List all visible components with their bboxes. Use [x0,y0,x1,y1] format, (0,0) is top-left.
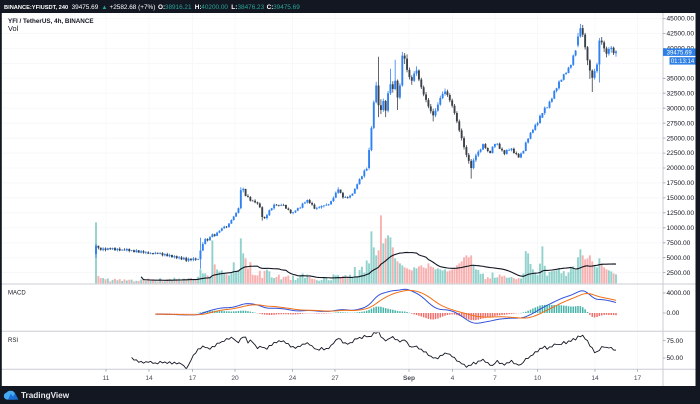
svg-text:2500.00: 2500.00 [667,270,691,277]
svg-text:11: 11 [103,375,110,382]
svg-text:TradingView: TradingView [21,391,70,400]
svg-text:39475.69: 39475.69 [273,4,300,11]
svg-text:5000.00: 5000.00 [667,255,691,262]
svg-text:7500.00: 7500.00 [667,240,691,247]
svg-text:L:: L: [231,4,237,11]
svg-text:Vol: Vol [8,24,19,33]
svg-text:+2582.68 (+7%): +2582.68 (+7%) [110,4,156,11]
svg-text:C:: C: [267,4,274,11]
svg-text:H:: H: [195,4,202,11]
svg-text:14: 14 [145,375,153,382]
svg-text:17: 17 [634,375,642,382]
svg-text:RSI: RSI [8,338,18,344]
svg-text:0.00: 0.00 [667,310,680,317]
svg-text:▲: ▲ [102,5,108,11]
svg-text:Sep: Sep [403,375,415,382]
svg-text:BINANCE:YFIUSDT, 240: BINANCE:YFIUSDT, 240 [4,5,68,11]
svg-text:27500.00: 27500.00 [667,120,695,127]
svg-text:38916.21: 38916.21 [165,4,192,11]
svg-text:15000.00: 15000.00 [667,195,695,202]
svg-text:42500.00: 42500.00 [667,31,695,38]
svg-text:45000.00: 45000.00 [667,16,695,23]
svg-text:35000.00: 35000.00 [667,76,695,83]
svg-text:17500.00: 17500.00 [667,180,695,187]
svg-text:24: 24 [289,375,297,382]
svg-text:4: 4 [451,375,455,382]
svg-text:75.00: 75.00 [667,338,684,345]
svg-text:20000.00: 20000.00 [667,165,695,172]
svg-text:30000.00: 30000.00 [667,105,695,112]
svg-text:38476.23: 38476.23 [238,4,265,11]
svg-text:27: 27 [331,375,339,382]
svg-text:39475.69: 39475.69 [667,51,693,57]
svg-text:32500.00: 32500.00 [667,91,695,98]
svg-text:22500.00: 22500.00 [667,150,695,157]
svg-text:50.00: 50.00 [667,355,684,362]
svg-text:12500.00: 12500.00 [667,210,695,217]
svg-text:YFI / TetherUS, 4h, BINANCE: YFI / TetherUS, 4h, BINANCE [8,18,94,25]
svg-text:40200.00: 40200.00 [201,4,228,11]
svg-text:O:: O: [158,4,165,11]
svg-text:20: 20 [231,375,239,382]
svg-text:10000.00: 10000.00 [667,225,695,232]
svg-text:10: 10 [534,375,542,382]
svg-text:25000.00: 25000.00 [667,135,695,142]
svg-text:17: 17 [189,375,197,382]
svg-text:4000.00: 4000.00 [667,290,691,297]
svg-text:MACD: MACD [8,291,26,297]
svg-text:14: 14 [591,375,599,382]
svg-text:39475.69: 39475.69 [72,4,99,11]
svg-text:01:13:14: 01:13:14 [671,59,695,65]
svg-text:7: 7 [493,375,497,382]
